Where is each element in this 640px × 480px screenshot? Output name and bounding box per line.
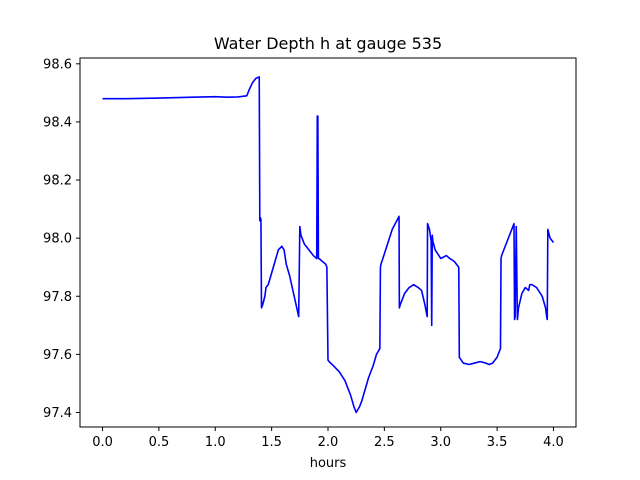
x-tick-label: 0.0 (92, 435, 113, 450)
x-tick-label: 3.0 (430, 435, 451, 450)
x-tick-label: 3.5 (487, 435, 508, 450)
series-line (102, 76, 555, 414)
y-tick-label: 97.6 (43, 348, 72, 363)
x-tick-label: 1.0 (205, 435, 226, 450)
x-tick-label: 0.5 (149, 435, 170, 450)
x-tick-label: 4.0 (543, 435, 564, 450)
plot-area-frame (79, 57, 577, 428)
x-axis-label: hours (310, 456, 347, 471)
x-tick-label: 2.0 (318, 435, 339, 450)
chart-title: Water Depth h at gauge 535 (214, 34, 442, 53)
y-tick-label: 98.0 (43, 232, 72, 247)
y-tick-label: 97.8 (43, 290, 72, 305)
y-tick-label: 98.4 (43, 115, 72, 130)
y-tick-label: 97.4 (43, 406, 72, 421)
axis-ticks: 0.0 0.5 1.0 1.5 2.0 2.5 3.0 3.5 4.0 97.4 97.6 97.8 9… (43, 57, 564, 450)
y-tick-label: 98.2 (43, 174, 72, 189)
x-tick-label: 2.5 (374, 435, 395, 450)
y-tick-label: 98.6 (43, 57, 72, 72)
x-tick-label: 1.5 (261, 435, 282, 450)
